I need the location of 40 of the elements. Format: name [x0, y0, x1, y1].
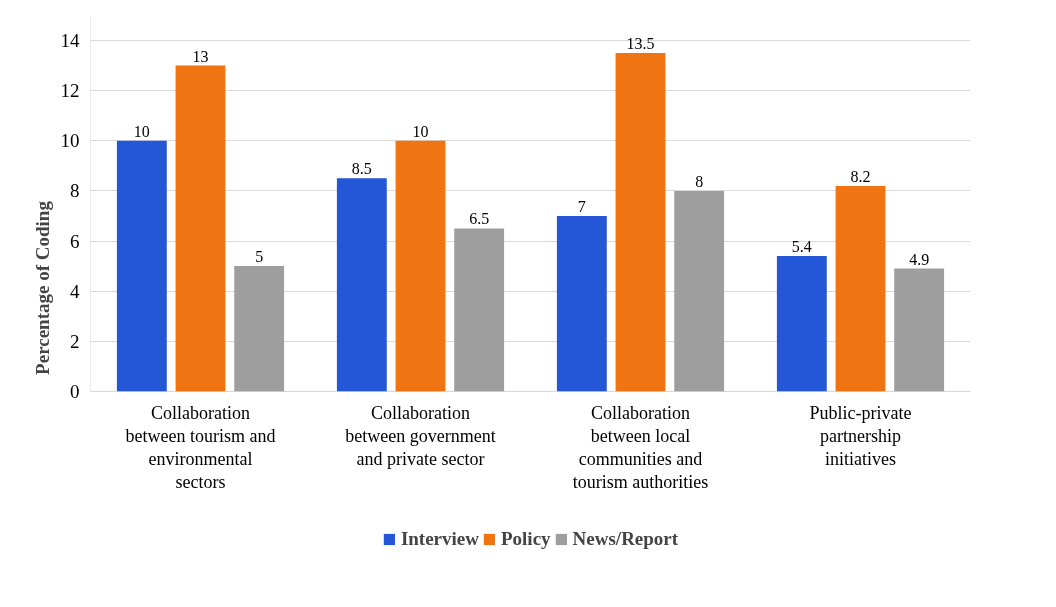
y-tick-label: 10 [60, 130, 80, 152]
bar [234, 266, 285, 392]
x-tick-label: Collaboration between government and private sector [345, 403, 496, 470]
data-label: 13.5 [626, 35, 655, 53]
data-label: 5.4 [791, 238, 812, 256]
data-label: 5 [255, 248, 264, 266]
data-label: 8 [695, 172, 704, 190]
legend-label: News/Report [572, 528, 679, 550]
bar [116, 140, 167, 392]
data-label: 6.5 [469, 210, 490, 228]
data-label: 10 [412, 122, 429, 140]
y-tick-label: 14 [60, 30, 80, 52]
bar [674, 190, 725, 392]
y-tick-label: 6 [70, 230, 80, 252]
legend-label: Policy [500, 528, 551, 550]
data-label: 7 [577, 197, 586, 215]
x-tick-label: Collaboration between tourism and environmental sectors [125, 403, 276, 493]
data-label: 13 [192, 47, 209, 65]
bar [336, 178, 387, 392]
data-label: 10 [133, 122, 150, 140]
y-tick-label: 0 [70, 380, 80, 402]
bar [615, 53, 666, 392]
bar [454, 228, 505, 392]
bar [395, 140, 446, 392]
data-label: 8.5 [351, 160, 372, 178]
x-tick-label: Collaboration between local communities and tourism authorities [572, 403, 709, 493]
bar [835, 185, 886, 392]
bar [776, 256, 827, 392]
bar [175, 65, 226, 392]
y-tick-label: 12 [60, 80, 80, 102]
data-label: 4.9 [909, 250, 930, 268]
y-tick-label: 2 [70, 330, 80, 352]
bar [894, 268, 945, 392]
bar [556, 215, 607, 392]
x-tick-label: Public-private partnership initiatives [809, 403, 912, 470]
legend-label: Interview [400, 528, 479, 550]
data-label: 8.2 [850, 167, 871, 185]
y-tick-label: 8 [70, 180, 80, 202]
y-axis-title: Percentage of Coding [31, 200, 53, 375]
y-tick-label: 4 [70, 280, 80, 302]
